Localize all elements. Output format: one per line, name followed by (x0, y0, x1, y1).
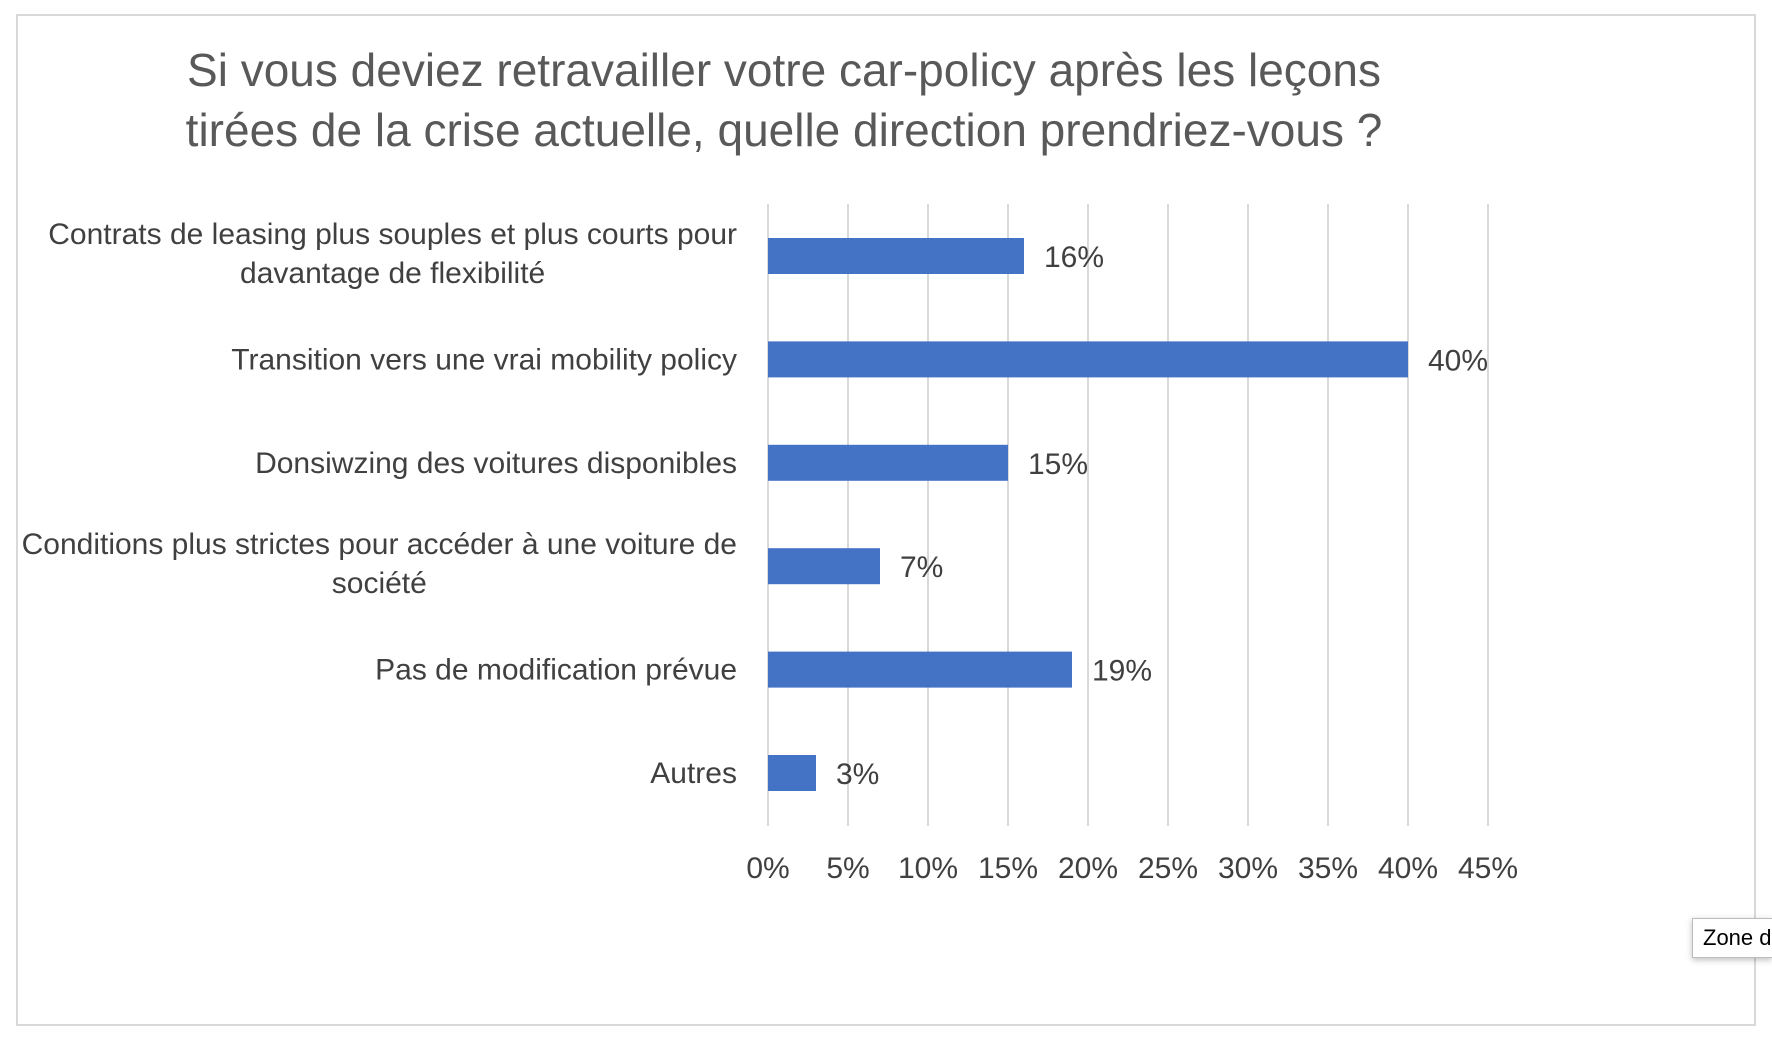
x-tick-label: 20% (1058, 852, 1118, 885)
bar[interactable] (768, 341, 1408, 378)
x-tick-label: 15% (978, 852, 1038, 885)
bar[interactable] (768, 444, 1008, 481)
category-label: Donsiwzing des voitures disponibles (255, 447, 737, 480)
x-axis-tick-labels: 0% 5% 10% 15% 20% 25% 30% 35% 40% 45% (746, 852, 1518, 885)
data-label: 19% (1092, 655, 1152, 688)
category-label: Contrats de leasing plus souples et plus… (48, 218, 737, 251)
bar[interactable] (768, 651, 1072, 688)
category-label: davantage de flexibilité (240, 257, 545, 290)
x-tick-label: 45% (1458, 852, 1518, 885)
bar[interactable] (768, 238, 1024, 274)
bars (768, 238, 1408, 791)
x-tick-label: 40% (1378, 852, 1438, 885)
x-tick-label: 30% (1218, 852, 1278, 885)
category-labels: Contrats de leasing plus souples et plus… (22, 218, 737, 790)
x-tick-label: 25% (1138, 852, 1198, 885)
tooltip: Zone d (1692, 918, 1772, 958)
data-label: 15% (1028, 448, 1088, 481)
data-labels: 16% 40% 15% 7% 19% 3% (836, 241, 1488, 791)
data-label: 40% (1428, 344, 1488, 377)
bar[interactable] (768, 755, 816, 791)
category-label: Transition vers une vrai mobility policy (231, 343, 737, 376)
chart-area[interactable] (16, 14, 1756, 1026)
x-tick-label: 5% (826, 852, 869, 885)
chart-title-line-2: tirées de la crise actuelle, quelle dire… (186, 104, 1383, 156)
chart-title-line-1: Si vous deviez retravailler votre car-po… (187, 44, 1381, 96)
chart-title: Si vous deviez retravailler votre car-po… (186, 44, 1383, 156)
category-label: Pas de modification prévue (375, 654, 737, 687)
data-label: 16% (1044, 241, 1104, 274)
data-label: 3% (836, 758, 879, 791)
x-tick-label: 35% (1298, 852, 1358, 885)
x-tick-label: 10% (898, 852, 958, 885)
category-label: Autres (650, 757, 737, 790)
gridlines (767, 204, 1489, 826)
bar[interactable] (768, 548, 880, 585)
category-label: Conditions plus strictes pour accéder à … (22, 528, 737, 561)
data-label: 7% (900, 551, 943, 584)
category-label: société (332, 567, 427, 600)
x-tick-label: 0% (746, 852, 789, 885)
